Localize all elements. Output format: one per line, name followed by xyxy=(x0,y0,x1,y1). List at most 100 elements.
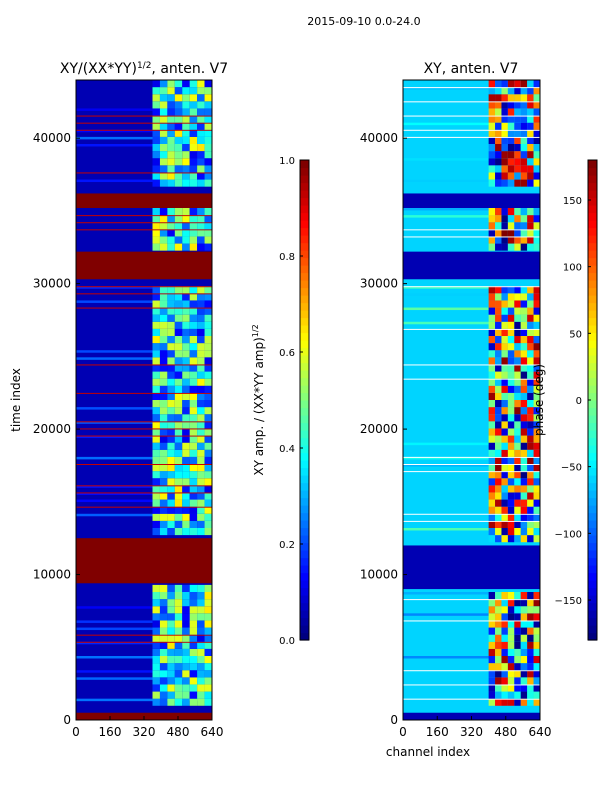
amp-signal-cell xyxy=(204,428,212,436)
amp-signal-cell xyxy=(159,165,168,173)
amp-signal-cell xyxy=(152,101,160,109)
ph-signal-cell xyxy=(514,485,521,493)
ph-signal-cell xyxy=(533,371,540,379)
ph-signal-cell xyxy=(507,385,515,393)
amp-signal-cell xyxy=(167,165,175,173)
ph-signal-cell xyxy=(488,300,496,308)
ph-row-stripe xyxy=(403,321,540,325)
amp-signal-cell xyxy=(204,222,212,230)
amp-signal-cell xyxy=(189,449,198,457)
ph-signal-cell xyxy=(488,499,496,507)
ph-colorbar-segment xyxy=(588,610,597,619)
amp-row-stripe xyxy=(76,456,212,460)
ph-signal-cell xyxy=(527,407,534,415)
ph-signal-cell xyxy=(527,300,534,308)
ph-signal-cell xyxy=(488,641,496,649)
amp-signal-cell xyxy=(204,108,212,116)
ph-signal-cell xyxy=(488,378,496,386)
amp-signal-cell xyxy=(182,222,190,230)
ph-colorbar-segment xyxy=(588,272,597,281)
ph-colorbar-segment xyxy=(588,535,597,544)
ph-signal-cell xyxy=(488,136,496,144)
amp-signal-cell xyxy=(182,215,190,223)
amp-signal-cell xyxy=(152,286,160,294)
ph-signal-cell xyxy=(533,656,540,664)
ph-row-line xyxy=(403,229,540,231)
ph-row-line xyxy=(403,286,540,288)
ph-row-line xyxy=(403,520,540,522)
amp-row-line xyxy=(76,122,212,124)
ph-signal-cell xyxy=(527,606,534,614)
amp-signal-cell xyxy=(182,321,190,329)
amp-signal-cell xyxy=(152,328,160,336)
amp-signal-cell xyxy=(174,87,183,95)
ph-signal-cell xyxy=(495,158,502,166)
amp-signal-cell xyxy=(204,336,212,344)
ph-signal-cell xyxy=(501,492,508,500)
ph-signal-cell xyxy=(488,684,496,692)
amp-colorbar-segment xyxy=(300,332,309,341)
ph-signal-cell xyxy=(527,464,534,472)
amp-signal-cell xyxy=(152,428,160,436)
amp-signal-cell xyxy=(152,336,160,344)
amp-signal-cell xyxy=(159,513,168,521)
ph-signal-cell xyxy=(488,492,496,500)
ph-signal-cell xyxy=(533,535,540,543)
amp-signal-cell xyxy=(189,179,198,187)
amp-colorbar-segment xyxy=(300,265,309,274)
ph-signal-cell xyxy=(507,641,515,649)
amp-signal-cell xyxy=(204,136,212,144)
amp-signal-cell xyxy=(174,663,183,671)
ph-signal-cell xyxy=(514,101,521,109)
ph-signal-cell xyxy=(533,307,540,315)
ph-row-line xyxy=(403,378,540,380)
amp-signal-cell xyxy=(182,528,190,536)
ph-signal-cell xyxy=(533,449,540,457)
ph-row-line xyxy=(403,364,540,366)
ph-signal-cell xyxy=(533,506,540,514)
ph-row-line xyxy=(403,87,540,89)
amp-signal-cell xyxy=(152,392,160,400)
amp-signal-cell xyxy=(204,613,212,621)
ph-signal-cell xyxy=(514,627,521,635)
ph-colorbar-segment xyxy=(588,250,597,259)
amp-signal-cell xyxy=(182,144,190,152)
ph-signal-cell xyxy=(495,350,502,358)
ph-signal-cell xyxy=(527,229,534,237)
amp-signal-cell xyxy=(159,179,168,187)
amp-signal-cell xyxy=(189,129,198,137)
amp-signal-cell xyxy=(189,158,198,166)
ph-signal-cell xyxy=(533,421,540,429)
amp-signal-cell xyxy=(152,400,160,408)
amp-signal-cell xyxy=(182,208,190,216)
ph-signal-cell xyxy=(520,641,528,649)
ph-colorbar-tick-label: −150 xyxy=(555,596,582,607)
amp-signal-cell xyxy=(152,208,160,216)
ph-colorbar-segment xyxy=(588,557,597,566)
ph-signal-cell xyxy=(533,442,540,450)
amp-signal-cell xyxy=(159,407,168,415)
ph-signal-cell xyxy=(507,243,515,251)
amp-x-axis: 0 160 320 480 640 xyxy=(72,716,223,739)
amp-signal-cell xyxy=(204,122,212,130)
amp-signal-cell xyxy=(174,592,183,600)
ph-signal-cell xyxy=(501,528,508,536)
amp-signal-cell xyxy=(182,407,190,415)
amp-signal-cell xyxy=(182,627,190,635)
ph-signal-cell xyxy=(520,222,528,230)
amp-signal-cell xyxy=(167,584,175,592)
amp-colorbar-segment xyxy=(300,415,309,424)
ph-signal-cell xyxy=(495,222,502,230)
ph-signal-cell xyxy=(507,392,515,400)
ph-colorbar-segment xyxy=(588,302,597,311)
ph-signal-cell xyxy=(514,464,521,472)
amp-signal-cell xyxy=(174,392,183,400)
ph-signal-cell xyxy=(520,492,528,500)
amp-signal-cell xyxy=(197,307,205,315)
ph-signal-cell xyxy=(488,179,496,187)
amp-signal-cell xyxy=(197,94,205,102)
amp-signal-cell xyxy=(182,698,190,706)
amp-signal-cell xyxy=(204,378,212,386)
amp-signal-cell xyxy=(159,300,168,308)
ph-signal-cell xyxy=(527,87,534,95)
